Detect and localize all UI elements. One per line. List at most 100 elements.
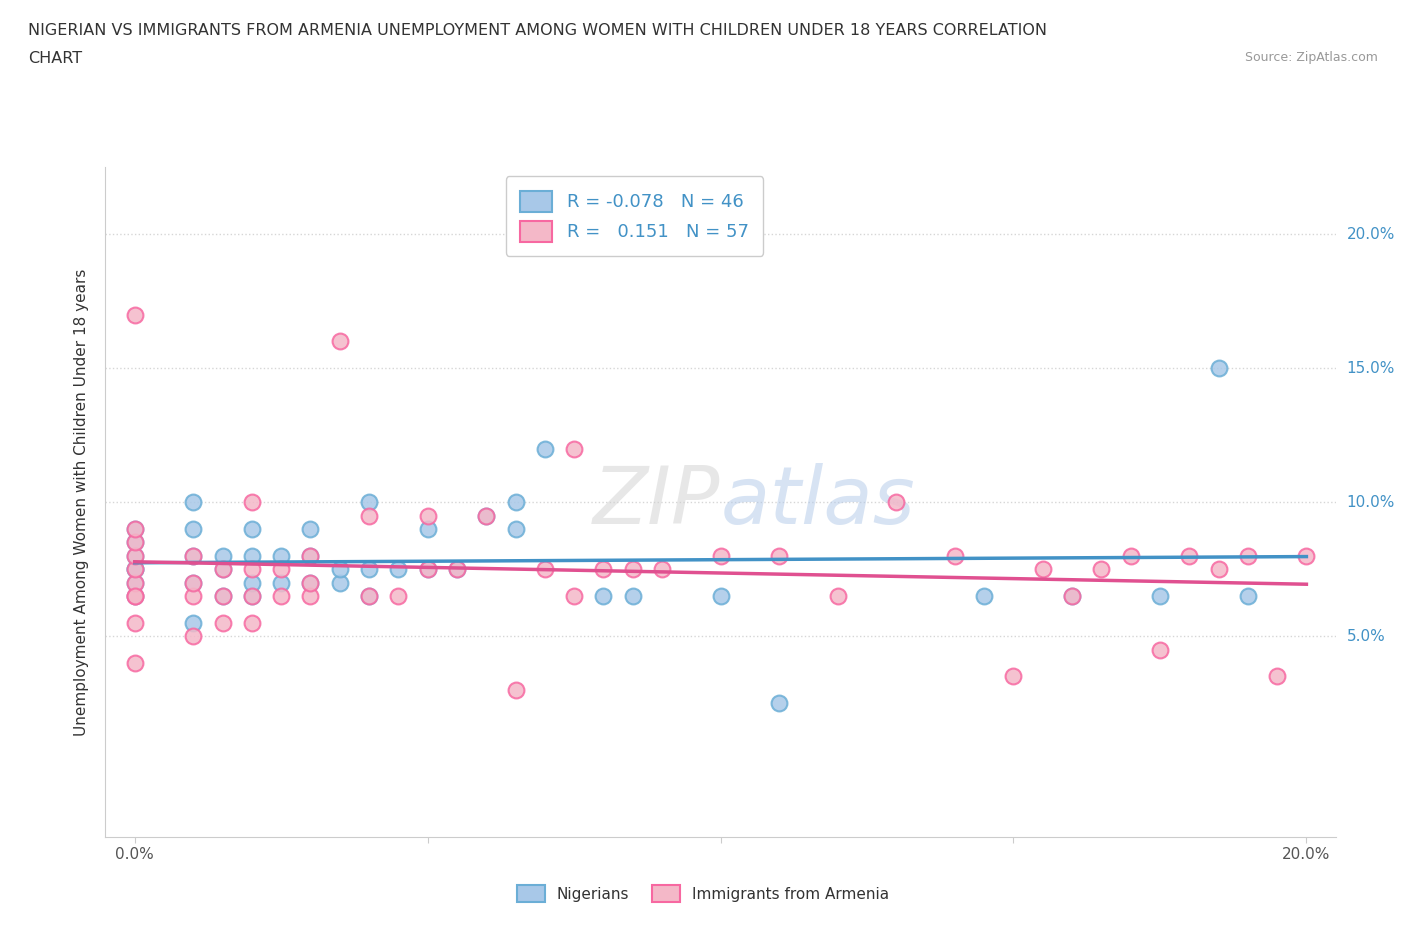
Point xyxy=(124,589,146,604)
Point xyxy=(943,549,966,564)
Point xyxy=(1237,549,1260,564)
Point xyxy=(387,562,409,577)
Point xyxy=(211,549,233,564)
Point xyxy=(357,589,380,604)
Point xyxy=(124,589,146,604)
Text: ZIP: ZIP xyxy=(593,463,721,541)
Point xyxy=(270,549,292,564)
Point xyxy=(124,589,146,604)
Point xyxy=(357,508,380,523)
Point xyxy=(651,562,673,577)
Point xyxy=(183,575,205,590)
Point xyxy=(1208,562,1230,577)
Point xyxy=(240,575,263,590)
Point xyxy=(1060,589,1083,604)
Point xyxy=(446,562,468,577)
Point xyxy=(534,441,557,456)
Point xyxy=(124,522,146,537)
Text: 5.0%: 5.0% xyxy=(1347,629,1385,644)
Text: CHART: CHART xyxy=(28,51,82,66)
Point xyxy=(1090,562,1112,577)
Point xyxy=(183,616,205,631)
Point xyxy=(183,522,205,537)
Point xyxy=(1149,589,1171,604)
Point xyxy=(211,589,233,604)
Text: NIGERIAN VS IMMIGRANTS FROM ARMENIA UNEMPLOYMENT AMONG WOMEN WITH CHILDREN UNDER: NIGERIAN VS IMMIGRANTS FROM ARMENIA UNEM… xyxy=(28,23,1047,38)
Point xyxy=(1208,361,1230,376)
Point xyxy=(973,589,995,604)
Point xyxy=(357,495,380,510)
Point xyxy=(183,495,205,510)
Point xyxy=(768,696,790,711)
Point xyxy=(475,508,498,523)
Point xyxy=(183,549,205,564)
Point xyxy=(505,683,527,698)
Point xyxy=(1265,669,1288,684)
Point xyxy=(124,616,146,631)
Point xyxy=(505,495,527,510)
Point xyxy=(710,589,733,604)
Legend: Nigerians, Immigrants from Armenia: Nigerians, Immigrants from Armenia xyxy=(510,879,896,909)
Point xyxy=(1119,549,1142,564)
Point xyxy=(124,562,146,577)
Point xyxy=(534,562,557,577)
Point xyxy=(124,522,146,537)
Point xyxy=(124,562,146,577)
Point xyxy=(562,589,585,604)
Point xyxy=(475,508,498,523)
Point xyxy=(387,589,409,604)
Point xyxy=(270,589,292,604)
Point xyxy=(240,616,263,631)
Point xyxy=(124,307,146,322)
Point xyxy=(240,562,263,577)
Text: 15.0%: 15.0% xyxy=(1347,361,1395,376)
Point xyxy=(124,656,146,671)
Point xyxy=(299,549,322,564)
Point xyxy=(1149,642,1171,657)
Point xyxy=(416,522,439,537)
Point xyxy=(211,562,233,577)
Point xyxy=(211,616,233,631)
Point xyxy=(240,589,263,604)
Point xyxy=(183,629,205,644)
Point xyxy=(505,522,527,537)
Point xyxy=(1237,589,1260,604)
Point xyxy=(357,562,380,577)
Point xyxy=(240,495,263,510)
Point xyxy=(710,549,733,564)
Point xyxy=(1002,669,1025,684)
Legend: R = -0.078   N = 46, R =   0.151   N = 57: R = -0.078 N = 46, R = 0.151 N = 57 xyxy=(506,177,763,256)
Text: Source: ZipAtlas.com: Source: ZipAtlas.com xyxy=(1244,51,1378,64)
Point xyxy=(329,562,352,577)
Point xyxy=(124,535,146,550)
Text: 10.0%: 10.0% xyxy=(1347,495,1395,510)
Point xyxy=(299,575,322,590)
Point xyxy=(124,549,146,564)
Point xyxy=(240,522,263,537)
Point xyxy=(768,549,790,564)
Point xyxy=(270,575,292,590)
Point xyxy=(357,589,380,604)
Point xyxy=(240,549,263,564)
Text: atlas: atlas xyxy=(721,463,915,541)
Point xyxy=(416,562,439,577)
Point xyxy=(562,441,585,456)
Point xyxy=(270,562,292,577)
Point xyxy=(183,589,205,604)
Point xyxy=(211,562,233,577)
Point xyxy=(299,549,322,564)
Point xyxy=(621,589,644,604)
Point xyxy=(124,535,146,550)
Point xyxy=(1032,562,1054,577)
Point xyxy=(299,589,322,604)
Point xyxy=(592,562,614,577)
Point xyxy=(1060,589,1083,604)
Point xyxy=(124,549,146,564)
Point xyxy=(183,575,205,590)
Point xyxy=(329,575,352,590)
Point xyxy=(886,495,908,510)
Point xyxy=(416,508,439,523)
Point xyxy=(124,575,146,590)
Text: 20.0%: 20.0% xyxy=(1347,227,1395,242)
Point xyxy=(416,562,439,577)
